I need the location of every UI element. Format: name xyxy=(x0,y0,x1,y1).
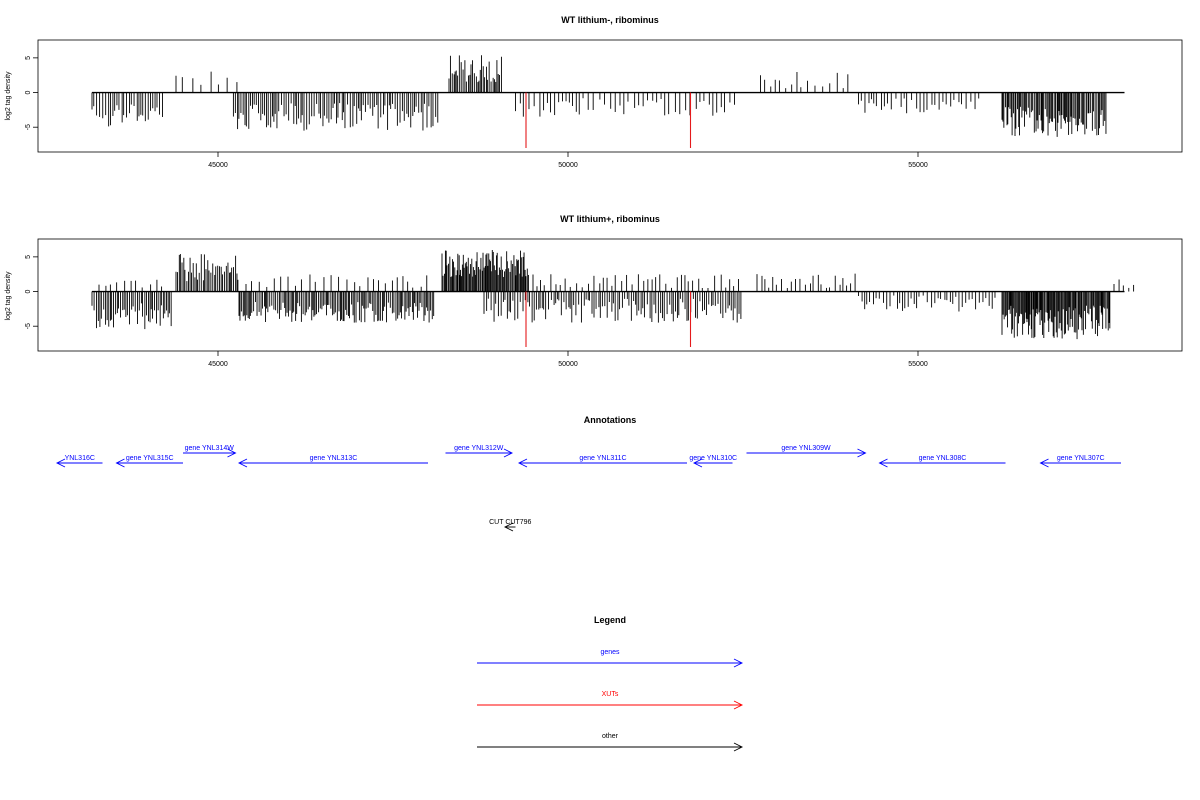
track-panel-lithium-plus: WT lithium+, ribominus log2 tag density … xyxy=(5,214,1183,368)
track-panel-lithium-minus: WT lithium-, ribominus log2 tag density … xyxy=(5,15,1183,169)
feature-arrow xyxy=(1039,458,1121,468)
feature-label: gene YNL314W xyxy=(185,445,235,452)
feature-label: YNL316C xyxy=(65,455,95,462)
y-axis-ticks: -5 0 5 xyxy=(25,56,38,130)
annotations-track: Annotations YNL316C gene YNL315C gene YNL3… xyxy=(55,415,1121,532)
legend: Legend genes XUTs other xyxy=(477,615,744,752)
x-axis-ticks: 45000 50000 55000 xyxy=(208,351,928,368)
plot-frame xyxy=(37,238,1183,352)
feature-arrow xyxy=(517,458,687,468)
legend-label: genes xyxy=(600,649,620,656)
annotation-features: YNL316C gene YNL315C gene YNL314W gene YNL3… xyxy=(55,445,1121,532)
feature-arrow xyxy=(503,522,516,532)
feature-arrow xyxy=(445,448,514,458)
feature-label: gene YNL307C xyxy=(1057,455,1105,462)
y-tick-label: -5 xyxy=(25,323,32,329)
feature-label: gene YNL315C xyxy=(126,455,174,462)
x-tick-label: 55000 xyxy=(908,162,928,169)
feature-arrow xyxy=(183,448,237,458)
y-tick-label: 5 xyxy=(25,255,32,259)
y-tick-label: -5 xyxy=(25,124,32,130)
legend-arrow xyxy=(477,658,744,668)
feature-label: CUT CUT796 xyxy=(489,519,531,526)
feature-arrow xyxy=(55,458,103,468)
legend-label: XUTs xyxy=(602,691,619,698)
panel-title: WT lithium-, ribominus xyxy=(561,15,659,25)
xut-markers xyxy=(525,291,692,347)
legend-arrow xyxy=(477,700,744,710)
feature-label: gene YNL313C xyxy=(310,455,358,462)
feature-arrow xyxy=(878,458,1006,468)
feature-arrow xyxy=(115,458,183,468)
feature-arrow xyxy=(237,458,428,468)
feature-arrow xyxy=(692,458,733,468)
feature-label: gene YNL312W xyxy=(454,445,504,452)
panel-title: WT lithium+, ribominus xyxy=(560,214,660,224)
density-bars xyxy=(91,55,1107,137)
annotations-title: Annotations xyxy=(584,415,637,425)
feature-label: gene YNL310C xyxy=(689,455,737,462)
legend-arrow xyxy=(477,742,744,752)
x-tick-label: 45000 xyxy=(208,361,228,368)
x-tick-label: 55000 xyxy=(908,361,928,368)
y-axis-ticks: -5 0 5 xyxy=(25,255,38,329)
feature-label: gene YNL308C xyxy=(919,455,967,462)
plot-frame xyxy=(37,39,1183,153)
xut-markers xyxy=(525,92,692,148)
density-bars xyxy=(91,249,1135,340)
y-tick-label: 0 xyxy=(25,90,32,94)
x-tick-label: 45000 xyxy=(208,162,228,169)
x-tick-label: 50000 xyxy=(558,162,578,169)
x-tick-label: 50000 xyxy=(558,361,578,368)
x-axis-ticks: 45000 50000 55000 xyxy=(208,152,928,169)
y-axis-label: log2 tag density xyxy=(5,71,12,121)
y-axis-label: log2 tag density xyxy=(5,271,12,321)
feature-label: gene YNL311C xyxy=(579,455,626,462)
feature-arrow xyxy=(746,448,867,458)
legend-title: Legend xyxy=(594,615,626,625)
legend-label: other xyxy=(602,733,619,740)
y-tick-label: 5 xyxy=(25,56,32,60)
y-tick-label: 0 xyxy=(25,289,32,293)
legend-items: genes XUTs other xyxy=(477,649,744,752)
feature-label: gene YNL309W xyxy=(781,445,831,452)
